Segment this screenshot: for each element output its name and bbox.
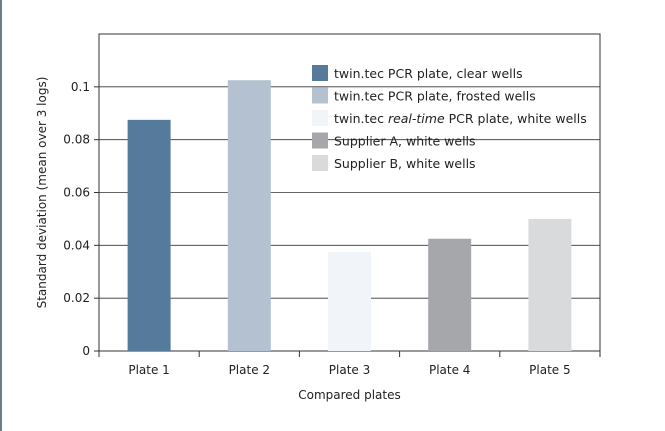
bar-plate-1 — [127, 119, 171, 352]
left-border-rule — [0, 0, 2, 431]
x-axis-title: Compared plates — [298, 388, 401, 402]
bar-plate-4 — [428, 238, 472, 351]
y-tick-label: 0.02 — [63, 291, 90, 305]
legend-swatch — [312, 110, 328, 126]
legend-label: twin.tec PCR plate, frosted wells — [334, 89, 536, 104]
x-tick-label: Plate 2 — [229, 363, 270, 377]
legend-label: Supplier A, white wells — [334, 134, 476, 149]
x-tick-label: Plate 4 — [429, 363, 470, 377]
legend-swatch — [312, 132, 328, 149]
bars — [127, 80, 572, 352]
legend-swatch — [312, 155, 328, 171]
bar-plate-3 — [328, 251, 371, 351]
legend-label: Supplier B, white wells — [334, 156, 476, 171]
bar-plate-2 — [227, 80, 271, 352]
legend-swatch — [312, 65, 328, 81]
legend-label: twin.tec PCR plate, clear wells — [334, 66, 523, 81]
bar-plate-5 — [528, 218, 572, 351]
y-axis-title: Standard deviation (mean over 3 logs) — [35, 77, 49, 309]
y-tick-label: 0.06 — [63, 186, 90, 200]
y-tick-label: 0.08 — [63, 133, 90, 147]
y-axis-ticks: 0 0.02 0.04 0.06 0.08 0.1 — [63, 80, 99, 358]
y-tick-label: 0 — [82, 344, 90, 358]
y-tick-label: 0.1 — [71, 80, 90, 94]
x-tick-label: Plate 5 — [529, 363, 570, 377]
x-axis-ticks: Plate 1 Plate 2 Plate 3 Plate 4 Plate 5 — [98, 351, 601, 377]
legend-label: twin.tec real-time PCR plate, white well… — [334, 111, 587, 126]
x-tick-label: Plate 3 — [329, 363, 370, 377]
y-tick-label: 0.04 — [63, 238, 90, 252]
legend-swatch — [312, 87, 328, 104]
x-tick-label: Plate 1 — [128, 363, 169, 377]
legend: twin.tec PCR plate, clear wells twin.tec … — [312, 65, 587, 171]
